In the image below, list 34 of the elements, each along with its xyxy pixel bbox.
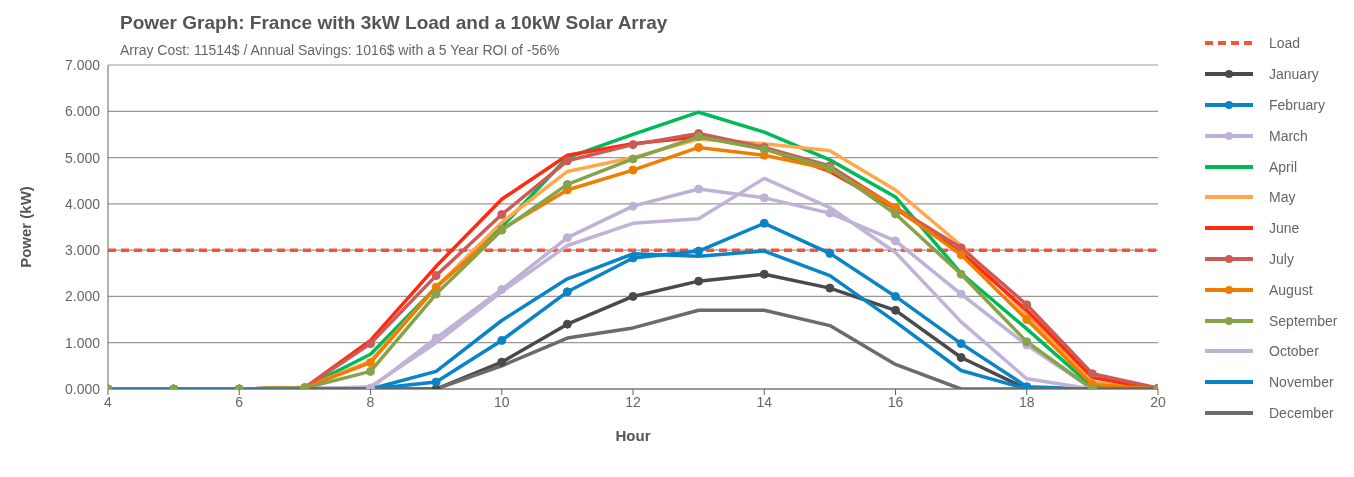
x-tick-label: 8 [366, 393, 375, 410]
legend-label: March [1269, 127, 1308, 144]
y-tick-label: 7.000 [64, 56, 101, 73]
legend-label: December [1269, 404, 1334, 421]
legend-label: April [1269, 158, 1298, 175]
y-tick-label: 1.000 [64, 334, 101, 351]
y-tick-label: 5.000 [64, 149, 101, 166]
chart-subtitle: Array Cost: 11514$ / Annual Savings: 1016$ with a 5 Year ROI of -56% [120, 42, 560, 58]
legend-label: Load [1269, 35, 1301, 52]
legend-label: August [1269, 281, 1313, 298]
y-axis-title: Power (kW) [17, 186, 35, 268]
legend-label: February [1269, 96, 1326, 113]
legend-label: January [1269, 66, 1319, 83]
legend-label: June [1269, 220, 1300, 237]
x-tick-label: 16 [887, 393, 904, 410]
x-tick-label: 10 [493, 393, 510, 410]
y-tick-label: 6.000 [64, 103, 101, 120]
x-tick-label: 18 [1018, 393, 1035, 410]
y-tick-label: 3.000 [64, 242, 101, 259]
x-tick-label: 12 [625, 393, 641, 410]
legend-label: May [1269, 189, 1296, 206]
legend-label: October [1269, 343, 1319, 360]
x-tick-label: 6 [235, 393, 244, 410]
legend-label: November [1269, 374, 1334, 391]
x-tick-label: 14 [756, 393, 773, 410]
y-tick-label: 0.000 [64, 380, 101, 397]
x-tick-label: 20 [1150, 393, 1166, 410]
legend-label: July [1269, 250, 1294, 267]
legend-label: September [1269, 312, 1338, 329]
y-tick-label: 2.000 [64, 288, 101, 305]
x-tick-label: 4 [104, 393, 113, 410]
x-axis-title: Hour [615, 427, 651, 444]
chart-title: Power Graph: France with 3kW Load and a 10kW Solar Array [120, 12, 668, 34]
y-tick-label: 4.000 [64, 195, 101, 212]
